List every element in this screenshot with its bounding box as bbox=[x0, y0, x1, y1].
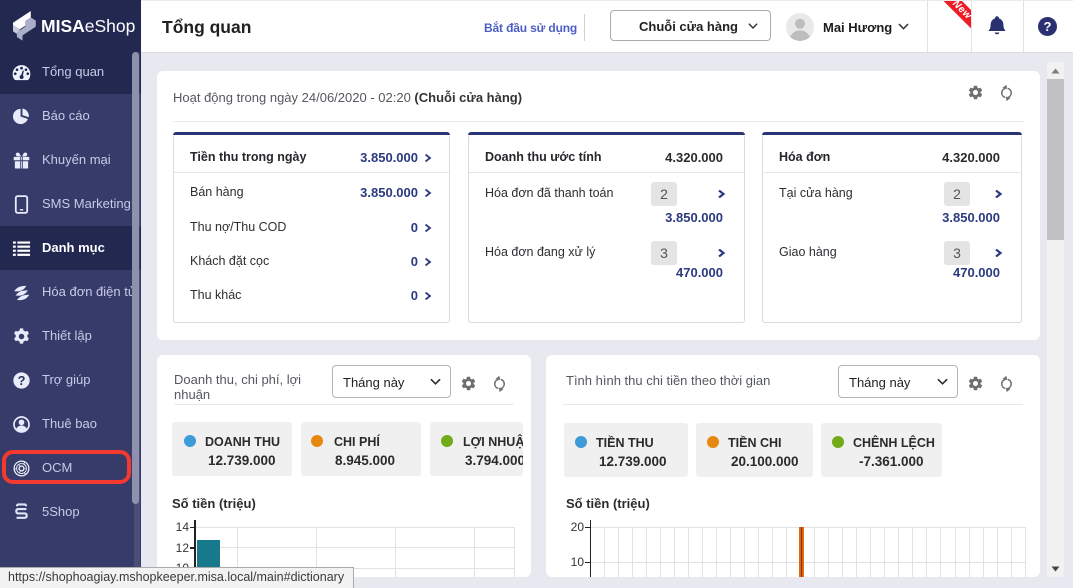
svg-text:?: ? bbox=[1044, 19, 1052, 34]
svg-text:?: ? bbox=[18, 373, 26, 388]
